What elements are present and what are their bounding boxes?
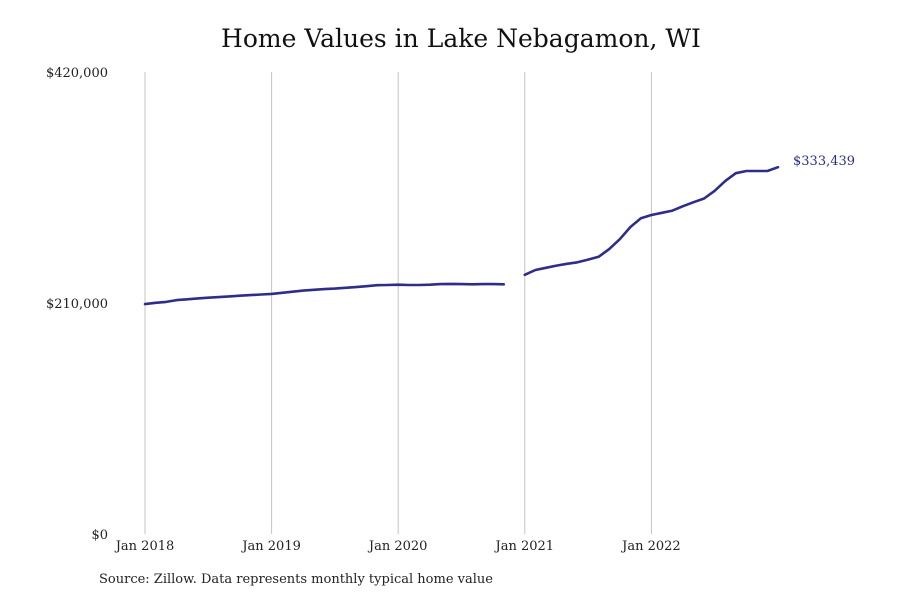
x-tick-label: Jan 2020 [367, 539, 428, 554]
series-line [143, 282, 505, 306]
y-tick-label: $210,000 [46, 297, 108, 312]
y-axis: $0 $210,000 $420,000 [46, 66, 108, 543]
x-tick-label: Jan 2019 [240, 539, 301, 554]
x-tick-label: Jan 2021 [494, 539, 555, 554]
end-value-label: $333,439 [793, 154, 855, 169]
series-line [523, 165, 780, 277]
x-tick-label: Jan 2022 [620, 539, 681, 554]
source-note: Source: Zillow. Data represents monthly … [99, 572, 493, 587]
x-tick-label: Jan 2018 [114, 539, 175, 554]
y-tick-label: $420,000 [46, 66, 108, 81]
x-axis: Jan 2018 Jan 2019 Jan 2020 Jan 2021 Jan 2022 [114, 539, 681, 554]
series-layer [143, 165, 780, 306]
y-tick-label: $0 [91, 528, 108, 543]
grid-lines [144, 72, 652, 534]
chart-title: Home Values in Lake Nebagamon, WI [221, 24, 701, 53]
